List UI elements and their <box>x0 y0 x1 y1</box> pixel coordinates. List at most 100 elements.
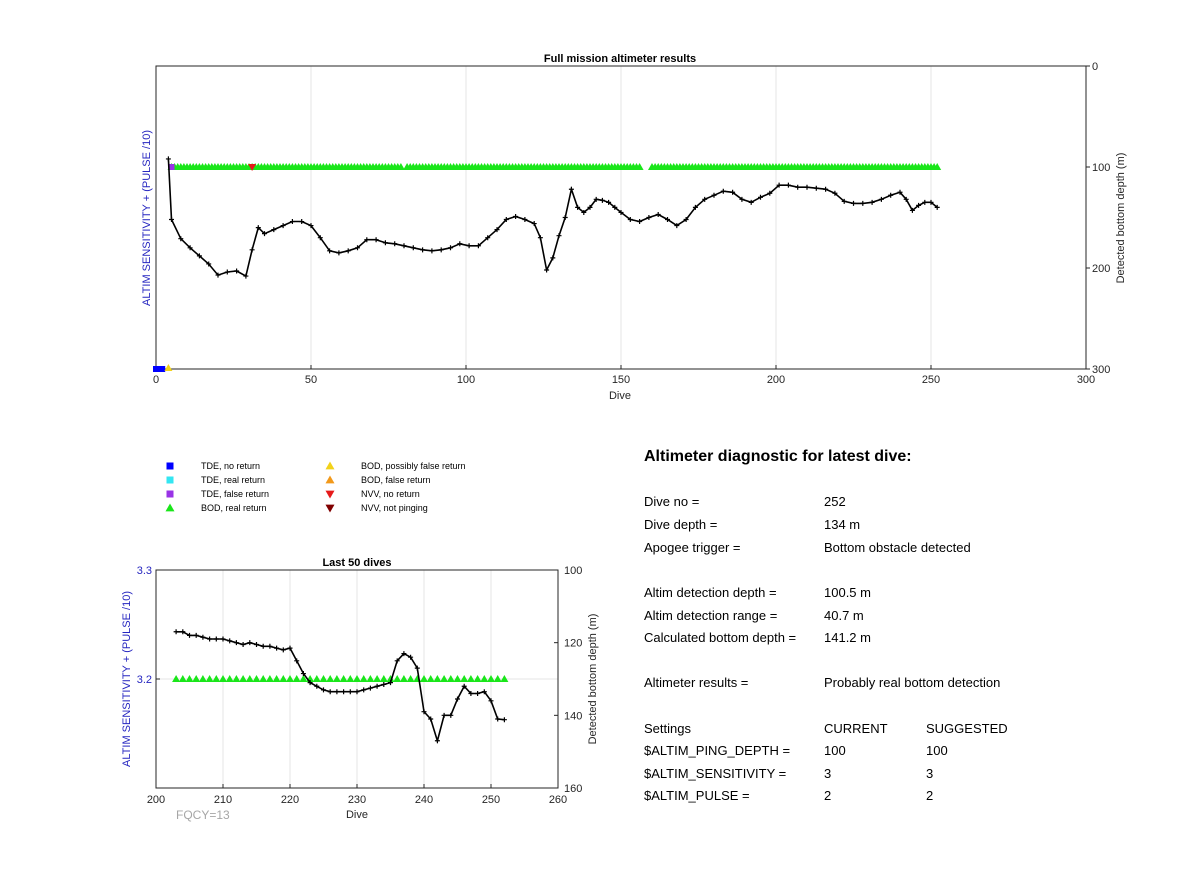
last-50-dives-chart: Last 50 dives 200 210 220 230 240 250 260 3.23… <box>121 557 599 821</box>
bottom-depth-point <box>280 223 286 229</box>
diagnostic-label: Altim detection depth = <box>644 585 777 600</box>
bottom-depth-point <box>173 629 179 635</box>
bod-real-return-marker <box>453 675 462 682</box>
bottom-depth-point <box>300 671 306 677</box>
settings-suggested: 2 <box>926 788 934 803</box>
bottom-depth-point <box>488 698 494 704</box>
bottom-depth-point <box>420 247 426 253</box>
bottom-depth-point <box>382 240 388 246</box>
bod-real-return-marker <box>480 675 489 682</box>
bottom-depth-point <box>392 241 398 247</box>
bottom-depth-point <box>655 211 661 217</box>
bod-real-return-marker <box>292 675 301 682</box>
bottom-depth-point <box>928 199 934 205</box>
diagnostic-value: 141.2 m <box>824 630 871 645</box>
settings-current: 3 <box>824 766 832 781</box>
bottom-depth-point <box>193 632 199 638</box>
bod-real-return-marker <box>406 675 415 682</box>
bottom-depth-point <box>785 182 791 188</box>
legend-marker <box>325 490 335 499</box>
bod-real-return-marker <box>420 675 428 682</box>
bottom-depth-point <box>522 217 528 223</box>
top-x-tick-label: 0 <box>153 374 159 386</box>
settings-header-label: Settings <box>644 721 691 736</box>
bottom-depth-point <box>187 632 192 638</box>
bottom-depth-point <box>568 186 574 192</box>
bottom-depth-point <box>178 236 184 242</box>
bottom-depth-point <box>267 643 273 649</box>
bottom-depth-point <box>262 231 267 237</box>
bottom-x-tick-label: 260 <box>549 794 567 806</box>
bod-real-return-marker <box>272 675 281 682</box>
top-x-tick-label: 100 <box>457 374 475 386</box>
bottom-depth-point <box>254 641 259 647</box>
legend-label: BOD, real return <box>201 503 267 513</box>
bottom-depth-point <box>207 636 213 642</box>
legend: TDE, no return TDE, real return TDE, false… <box>165 461 466 513</box>
bottom-depth-point <box>581 209 587 215</box>
bottom-depth-point <box>220 636 226 642</box>
bottom-depth-point <box>795 184 801 190</box>
legend-label: NVV, not pinging <box>361 503 428 513</box>
bottom-right-y-tick-label: 120 <box>564 638 582 650</box>
bod-real-return-marker <box>379 675 388 682</box>
bottom-depth-point <box>401 651 407 657</box>
bottom-depth-point <box>599 197 605 203</box>
bottom-chart-series <box>172 629 509 744</box>
top-chart-series <box>153 156 942 372</box>
bottom-depth-point <box>767 190 773 196</box>
diagnostic-value: 134 m <box>824 517 861 532</box>
bottom-depth-point <box>544 267 550 273</box>
bottom-depth-point <box>665 217 670 223</box>
full-mission-chart: Full mission altimeter results 0 50 100 150… <box>141 53 1127 402</box>
bottom-depth-point <box>321 687 326 693</box>
bottom-depth-point <box>196 253 202 259</box>
bottom-depth-point <box>485 235 491 241</box>
bottom-right-y-tick-label: 160 <box>564 783 582 795</box>
bod-real-return-marker <box>172 675 181 682</box>
bottom-depth-point <box>562 215 568 220</box>
bottom-depth-point <box>180 629 186 635</box>
bottom-chart-x-label: Dive <box>346 809 368 821</box>
bottom-depth-point <box>394 658 400 664</box>
bod-real-return-marker <box>319 675 328 682</box>
bottom-depth-point <box>224 269 230 275</box>
bod-real-return-marker <box>500 675 509 682</box>
legend-marker <box>325 475 335 484</box>
bottom-depth-point <box>274 645 280 651</box>
bottom-depth-point <box>457 241 463 247</box>
settings-suggested: 3 <box>926 766 934 781</box>
bod-real-return-marker <box>460 675 469 682</box>
diagnostic-label: Dive no = <box>644 494 700 509</box>
bottom-depth-point <box>401 243 407 249</box>
bod-real-return-marker <box>225 675 234 682</box>
bottom-depth-point <box>869 199 875 205</box>
bottom-depth-point <box>748 199 754 205</box>
bottom-left-y-tick-label: 3.3 <box>137 565 152 577</box>
bod-real-return-marker <box>339 675 348 682</box>
bottom-depth-point <box>327 689 333 695</box>
bottom-depth-point <box>851 200 856 206</box>
bottom-depth-point <box>627 217 633 223</box>
bottom-depth-point <box>367 685 373 691</box>
top-chart-right-y-label: Detected bottom depth (m) <box>1115 153 1127 284</box>
bottom-depth-point <box>240 641 246 647</box>
top-chart-y-ticks: 0 100 200 300 <box>1086 61 1110 376</box>
bottom-depth-point <box>374 683 380 689</box>
bottom-depth-point <box>720 188 726 194</box>
bod-real-return-marker <box>487 675 495 682</box>
legend-marker <box>165 503 175 512</box>
bod-real-return-marker <box>426 675 435 682</box>
top-x-tick-label: 300 <box>1077 374 1095 386</box>
bottom-depth-point <box>373 237 379 243</box>
bottom-depth-point <box>903 196 909 202</box>
bottom-depth-point <box>612 204 618 210</box>
top-y-tick-label: 0 <box>1092 61 1098 73</box>
bottom-depth-point <box>646 215 652 220</box>
bottom-depth-point <box>692 204 698 210</box>
top-x-tick-label: 200 <box>767 374 785 386</box>
bod-real-return-marker <box>212 675 221 682</box>
settings-current: 2 <box>824 788 832 803</box>
bottom-depth-point <box>618 209 624 215</box>
bottom-depth-point <box>355 245 360 251</box>
